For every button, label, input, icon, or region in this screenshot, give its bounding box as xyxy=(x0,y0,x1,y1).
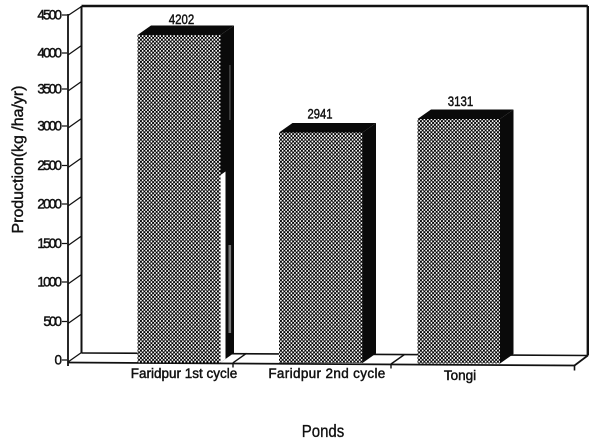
svg-text:1500: 1500 xyxy=(37,236,62,251)
svg-text:4500: 4500 xyxy=(37,8,62,23)
svg-text:Faridpur 1st cycle: Faridpur 1st cycle xyxy=(131,366,238,381)
svg-text:500: 500 xyxy=(43,314,62,329)
svg-text:Ponds: Ponds xyxy=(302,421,345,441)
svg-text:4202: 4202 xyxy=(169,12,195,27)
svg-text:3131: 3131 xyxy=(448,94,474,109)
svg-text:2500: 2500 xyxy=(37,158,62,173)
svg-text:1000: 1000 xyxy=(37,275,62,290)
svg-text:3000: 3000 xyxy=(37,119,62,134)
svg-text:Faridpur 2nd cycle: Faridpur 2nd cycle xyxy=(268,366,385,381)
svg-text:4000: 4000 xyxy=(37,46,62,61)
svg-text:2000: 2000 xyxy=(37,197,62,212)
svg-text:3500: 3500 xyxy=(37,82,62,97)
svg-text:2941: 2941 xyxy=(308,107,333,122)
svg-text:Tongi: Tongi xyxy=(444,368,476,383)
svg-text:0: 0 xyxy=(54,353,62,368)
svg-text:Production(kg /ha/yr): Production(kg /ha/yr) xyxy=(10,86,27,234)
